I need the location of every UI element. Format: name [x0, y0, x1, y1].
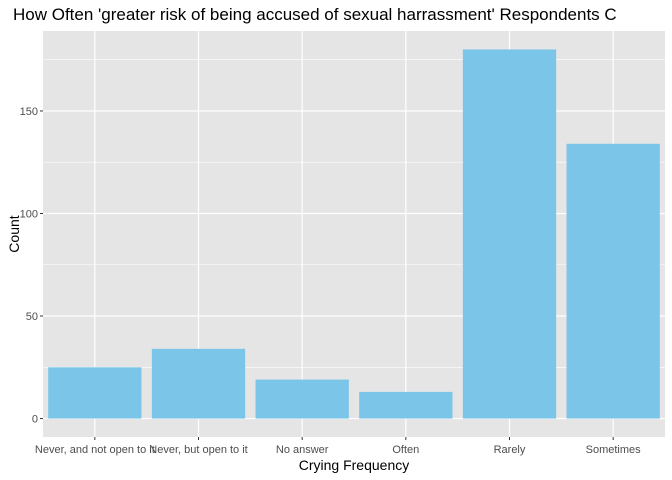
x-tick-label: Never, and not open to it — [35, 444, 155, 456]
bar-never-and-not-open-to-it — [48, 367, 142, 419]
x-tick-label: Often — [392, 444, 419, 456]
plot-panel — [43, 31, 665, 437]
y-tick-label: 50 — [26, 311, 38, 323]
y-tick-label: 100 — [20, 208, 38, 220]
bar-often — [359, 391, 453, 419]
bar-rarely — [462, 49, 557, 419]
x-tick-label: No answer — [276, 444, 329, 456]
bar-no-answer — [255, 379, 349, 419]
y-tick-label: 150 — [20, 106, 38, 118]
bar-never-but-open-to-it — [151, 348, 246, 419]
y-axis: 0 50 100 150 — [20, 106, 43, 426]
x-axis-title: Crying Frequency — [299, 457, 410, 473]
y-axis-title: Count — [6, 215, 22, 252]
x-tick-label: Rarely — [494, 444, 526, 456]
x-tick-label: Sometimes — [586, 444, 642, 456]
y-tick-label: 0 — [32, 414, 38, 426]
bars — [48, 49, 660, 419]
chart-title: How Often 'greater risk of being accused… — [13, 5, 617, 24]
bar-sometimes — [566, 143, 660, 419]
x-tick-label: Never, but open to it — [149, 444, 247, 456]
